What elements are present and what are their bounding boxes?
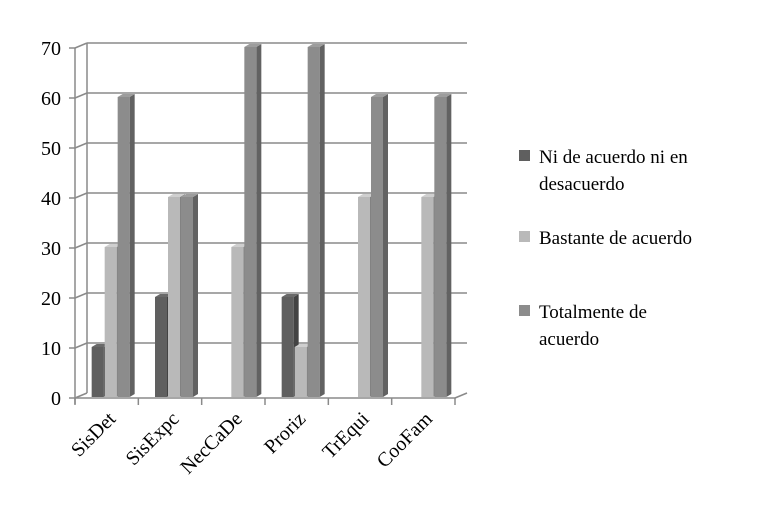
legend-swatch-1 <box>519 150 530 161</box>
y-tick-label-10: 10 <box>41 338 61 360</box>
x-tick-label-TrEqui: TrEqui <box>318 408 373 463</box>
legend-swatch-2 <box>519 231 530 242</box>
bar-TrEqui-3 <box>371 94 388 397</box>
legend-swatch-3 <box>519 305 530 316</box>
bar-NecCaDe-3 <box>244 44 262 397</box>
legend-label-2: Bastante de acuerdo <box>539 228 692 249</box>
y-tick-labels: 0 10 20 30 40 50 60 70 <box>41 38 61 410</box>
gridline-side-60 <box>74 92 88 99</box>
gridline-side-40 <box>74 192 88 199</box>
legend-entry-1: Ni de acuerdo ni en desacuerdo <box>519 147 688 195</box>
y-tick-label-50: 50 <box>41 138 61 160</box>
gridline-side-10 <box>74 342 88 349</box>
bar-SisDet-3 <box>117 94 135 397</box>
legend-entry-2: Bastante de acuerdo <box>519 228 692 249</box>
legend-label-1: Ni de acuerdo ni en desacuerdo <box>539 147 688 195</box>
y-tick-label-70: 70 <box>41 38 61 60</box>
bars <box>91 44 452 397</box>
gridline-side-70 <box>74 42 88 49</box>
gridlines <box>74 42 467 399</box>
bar-SisExpc-3 <box>181 194 198 397</box>
legend-label-3: Totalmente de acuerdo <box>539 302 647 350</box>
y-tick-label-40: 40 <box>41 188 61 210</box>
floor-right-edge <box>454 392 468 399</box>
x-tick-label-CooFam: CooFam <box>373 408 438 473</box>
gridline-side-0 <box>74 392 88 399</box>
x-tick-label-SisDet: SisDet <box>67 408 121 462</box>
gridline-side-20 <box>74 292 88 299</box>
y-tick-label-60: 60 <box>41 88 61 110</box>
legend-entry-3: Totalmente de acuerdo <box>519 302 647 350</box>
x-tick-label-Proriz: Proriz <box>260 408 310 458</box>
x-tick-label-SisExpc: SisExpc <box>122 408 184 470</box>
x-tick-label-NecCaDe: NecCaDe <box>176 408 247 479</box>
bar-CooFam-3 <box>434 94 452 397</box>
gridline-side-50 <box>74 142 88 149</box>
y-tick-label-30: 30 <box>41 238 61 260</box>
y-tick-label-20: 20 <box>41 288 61 310</box>
bar-Proriz-3 <box>307 44 325 397</box>
y-tick-label-0: 0 <box>51 388 61 410</box>
gridline-side-30 <box>74 242 88 249</box>
axes <box>69 43 468 405</box>
legend: Ni de acuerdo ni en desacuerdo Bastante de… <box>519 147 692 350</box>
